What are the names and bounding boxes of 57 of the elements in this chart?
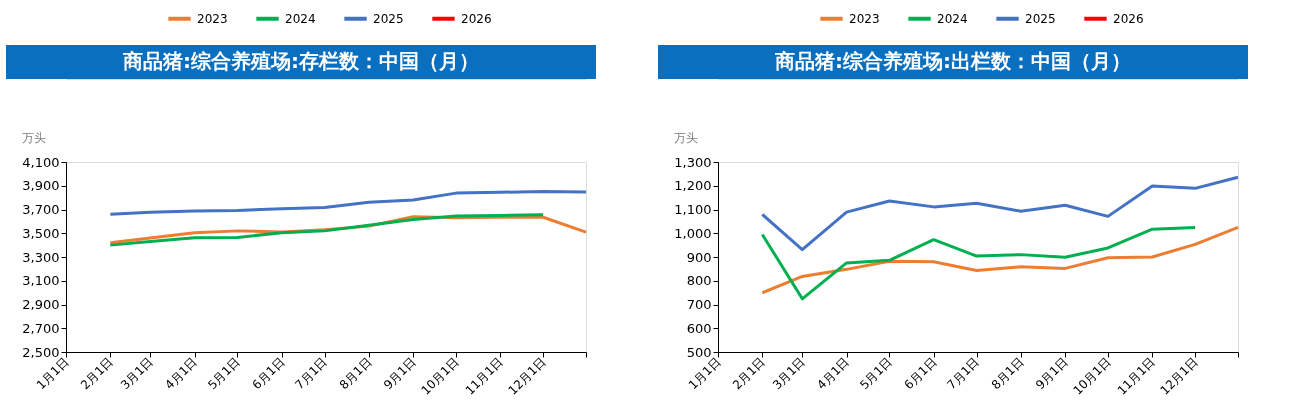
x-tick-label: 6月1日 xyxy=(249,354,288,393)
x-tick-label: 8月1日 xyxy=(988,354,1027,393)
x-tick-label: 3月1日 xyxy=(770,354,808,393)
line-series xyxy=(760,175,1240,252)
line-series xyxy=(108,213,545,247)
x-tick-label: 10月1日 xyxy=(1070,354,1114,398)
y-tick-label: 4,100 xyxy=(22,154,60,170)
y-tick-label: 3,500 xyxy=(22,225,60,241)
y-tick-label: 2,900 xyxy=(22,297,60,312)
y-tick-label: 3,100 xyxy=(22,273,60,289)
legend-label: 2023 xyxy=(849,11,880,26)
y-tick-label: 2,700 xyxy=(22,320,60,336)
x-tick-label: 11月1日 xyxy=(462,354,506,398)
x-tick-label: 4月1日 xyxy=(162,354,201,393)
y-axis-title: 万头 xyxy=(673,130,698,145)
y-tick-label: 2,500 xyxy=(22,344,60,360)
x-tick-label: 11月1日 xyxy=(1114,354,1158,398)
line-series xyxy=(760,225,1240,295)
x-tick-label: 9月1日 xyxy=(380,354,419,393)
legend-label: 2025 xyxy=(373,11,404,26)
legend-label: 2026 xyxy=(1113,11,1144,26)
x-tick-label: 2月1日 xyxy=(78,354,116,393)
y-tick-label: 1,000 xyxy=(674,225,712,241)
chart-title: 商品猪:综合养殖场:出栏数：中国（月） xyxy=(774,49,1131,73)
y-tick-label: 1,200 xyxy=(674,178,712,194)
x-tick-label: 7月1日 xyxy=(292,354,331,393)
x-tick-label: 5月1日 xyxy=(857,354,895,393)
x-tick-label: 12月1日 xyxy=(1157,354,1201,398)
x-tick-label: 6月1日 xyxy=(901,354,940,393)
y-tick-label: 3,700 xyxy=(22,202,60,217)
x-tick-label: 8月1日 xyxy=(336,354,375,393)
chart-title: 商品猪:综合养殖场:存栏数：中国（月） xyxy=(122,49,479,73)
x-tick-label: 4月1日 xyxy=(814,354,853,393)
x-tick-label: 5月1日 xyxy=(205,354,243,393)
legend-label: 2023 xyxy=(197,11,228,26)
x-tick-label: 3月1日 xyxy=(118,354,156,393)
legend-label: 2026 xyxy=(461,11,492,26)
y-tick-label: 3,300 xyxy=(22,249,60,265)
y-tick-label: 1,300 xyxy=(674,154,712,170)
line-series xyxy=(108,189,588,216)
y-tick-label: 500 xyxy=(686,344,712,360)
y-tick-label: 700 xyxy=(686,297,712,312)
y-tick-label: 3,900 xyxy=(22,178,60,194)
x-tick-label: 12月1日 xyxy=(505,354,549,398)
x-tick-label: 10月1日 xyxy=(418,354,462,398)
y-axis-title: 万头 xyxy=(21,130,46,145)
y-tick-label: 600 xyxy=(686,320,712,336)
y-tick-label: 900 xyxy=(686,249,712,265)
legend-label: 2024 xyxy=(937,11,968,26)
x-tick-label: 2月1日 xyxy=(730,354,768,393)
y-tick-label: 1,100 xyxy=(674,202,712,217)
y-tick-label: 800 xyxy=(686,273,712,289)
x-tick-label: 7月1日 xyxy=(944,354,983,393)
legend-label: 2024 xyxy=(285,11,316,26)
x-tick-label: 9月1日 xyxy=(1032,354,1071,393)
legend-label: 2025 xyxy=(1025,11,1056,26)
line-series xyxy=(760,226,1197,301)
